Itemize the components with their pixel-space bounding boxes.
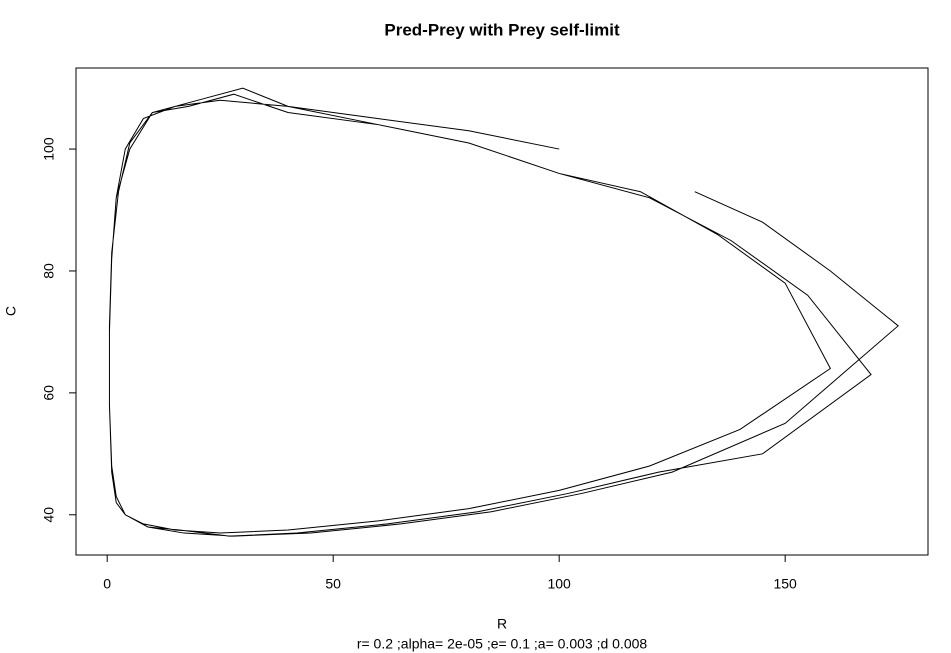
trajectory-line bbox=[108, 87, 899, 537]
chart-title: Pred-Prey with Prey self-limit bbox=[384, 20, 620, 39]
y-tick-label: 80 bbox=[41, 263, 57, 279]
y-tick-label: 40 bbox=[41, 507, 57, 523]
y-tick-label: 60 bbox=[41, 385, 57, 401]
x-tick-label: 50 bbox=[325, 576, 341, 592]
x-tick-label: 100 bbox=[547, 576, 571, 592]
x-axis-label: R bbox=[497, 616, 507, 632]
subtitle: r= 0.2 ;alpha= 2e-05 ;e= 0.1 ;a= 0.003 ;… bbox=[357, 636, 648, 652]
plot-frame bbox=[75, 67, 929, 556]
x-tick-label: 150 bbox=[773, 576, 797, 592]
x-tick-label: 0 bbox=[103, 576, 111, 592]
y-axis-label: C bbox=[3, 306, 19, 316]
y-tick-label: 100 bbox=[41, 137, 57, 161]
